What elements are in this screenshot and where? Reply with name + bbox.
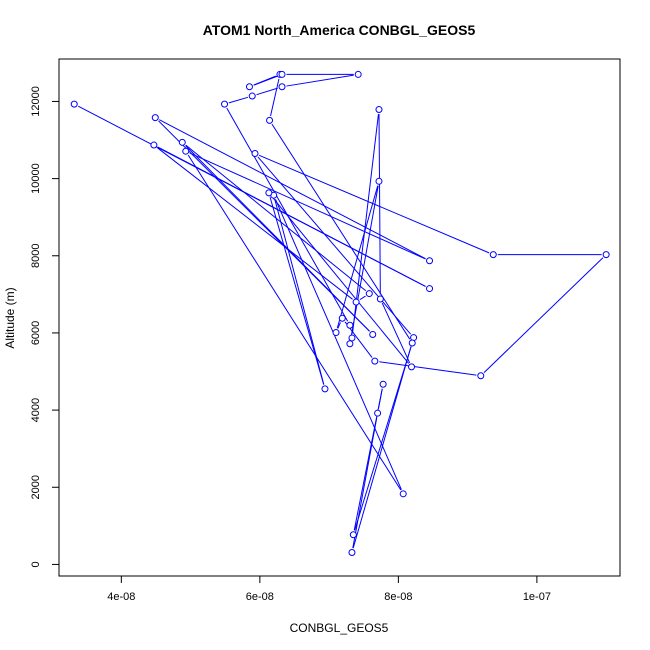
data-point — [278, 70, 286, 78]
series-points — [70, 70, 610, 556]
data-point — [352, 298, 360, 306]
series-line-segment — [359, 295, 366, 301]
data-point — [182, 147, 190, 155]
data-point — [354, 70, 362, 78]
data-point — [426, 257, 434, 265]
y-tick-label: 10000 — [30, 163, 42, 194]
data-point — [151, 114, 159, 122]
x-tick-label: 6e-08 — [246, 591, 274, 603]
data-point — [602, 251, 610, 259]
data-point — [408, 363, 416, 371]
series-line-segment — [354, 347, 412, 531]
data-point — [489, 251, 497, 259]
y-tick-label: 6000 — [30, 321, 42, 345]
series-line-segment — [157, 146, 426, 287]
series-line-segment — [226, 107, 349, 322]
y-tick-label: 2000 — [30, 475, 42, 499]
data-point — [348, 334, 356, 342]
data-point — [221, 100, 229, 108]
data-point — [245, 83, 253, 91]
series-line-segment — [189, 152, 426, 260]
data-point — [375, 106, 383, 114]
series-line-segment — [483, 257, 604, 373]
series-line-segment — [228, 96, 249, 104]
data-point — [374, 409, 382, 417]
data-point — [70, 100, 78, 108]
data-point — [379, 380, 387, 388]
data-point — [178, 138, 186, 146]
series-line-segment — [271, 123, 411, 340]
data-point — [375, 177, 383, 185]
data-point — [426, 285, 434, 293]
data-point — [251, 150, 259, 158]
data-point — [348, 548, 356, 556]
series-line-segment — [352, 417, 378, 549]
data-point — [266, 116, 274, 124]
series-line-segment — [274, 199, 325, 385]
data-point — [150, 141, 158, 149]
data-point — [278, 83, 286, 91]
series-line-segment — [258, 154, 490, 254]
series-line-segment — [286, 74, 354, 87]
data-point — [248, 92, 256, 100]
series-line-segment — [187, 154, 402, 491]
data-point — [265, 189, 273, 197]
data-point — [332, 329, 340, 337]
x-tick-label: 8e-08 — [384, 591, 412, 603]
series-line-segment — [257, 156, 412, 335]
series-line-segment — [381, 302, 411, 364]
y-tick-label: 12000 — [30, 86, 42, 117]
data-point — [346, 321, 354, 329]
series-line-segment — [253, 75, 278, 86]
series-line-segment — [159, 119, 426, 260]
data-point — [408, 339, 416, 347]
data-point — [399, 490, 407, 498]
series-lines — [78, 73, 604, 549]
series-line-segment — [275, 199, 402, 490]
y-tick-label: 8000 — [30, 244, 42, 268]
series-line-segment — [271, 196, 410, 364]
series-line-segment — [378, 114, 381, 295]
series-line-segment — [256, 87, 278, 96]
data-point — [369, 330, 377, 338]
data-point — [321, 385, 329, 393]
y-axis: 0 2000 4000 6000 8000 10000 12000 — [30, 86, 59, 567]
series-line-segment — [270, 78, 280, 117]
x-tick-label: 4e-08 — [107, 591, 135, 603]
y-axis-label: Altitude (m) — [3, 287, 17, 348]
series-line-segment — [351, 113, 379, 334]
series-line-segment — [379, 361, 477, 376]
y-tick-label: 4000 — [30, 398, 42, 422]
series-line-segment — [269, 197, 325, 385]
x-axis: 4e-08 6e-08 8e-08 1e-07 — [107, 576, 551, 603]
series-line-segment — [157, 147, 353, 300]
data-point — [338, 314, 346, 322]
data-point — [346, 340, 354, 348]
data-point — [477, 372, 485, 380]
series-line-segment — [350, 185, 379, 340]
plot-frame — [58, 58, 621, 577]
x-axis-label: CONBGL_GEOS5 — [290, 621, 389, 635]
x-tick-label: 1e-07 — [523, 591, 551, 603]
series-line-segment — [158, 120, 370, 332]
data-point — [349, 531, 357, 539]
series-line-segment — [337, 322, 341, 329]
data-point — [376, 295, 384, 303]
data-point — [365, 290, 373, 298]
chart-title: ATOM1 North_America CONBGL_GEOS5 — [203, 22, 476, 38]
data-point — [371, 357, 379, 365]
y-tick-label: 0 — [30, 561, 42, 567]
